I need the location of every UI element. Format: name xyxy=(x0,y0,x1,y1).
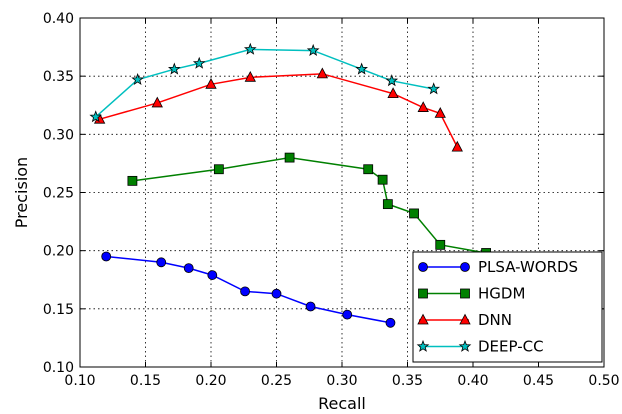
series-layer xyxy=(89,42,492,328)
legend-marker-deep-cc xyxy=(458,339,472,352)
legend: PLSA-WORDS HGDM DNN DEEP-CC xyxy=(412,251,603,363)
data-point-plsa-words xyxy=(183,263,194,274)
y-tick-label: 0.40 xyxy=(43,11,74,27)
y-tick-label: 0.15 xyxy=(43,302,74,318)
series-hgdm xyxy=(127,152,492,258)
legend-marker-plsa-words xyxy=(460,262,470,272)
data-point-dnn xyxy=(387,87,399,99)
legend-marker-dnn xyxy=(417,313,429,325)
data-point-dnn xyxy=(451,140,463,152)
data-point-hgdm xyxy=(377,174,388,185)
data-point-plsa-words xyxy=(101,251,112,262)
x-tick-label: 0.30 xyxy=(326,373,357,389)
data-point-plsa-words xyxy=(240,286,250,297)
legend-marker-hgdm xyxy=(460,288,470,299)
axis-ticks: 0.10 0.15 0.20 0.25 0.30 0.35 0.40 0.45 0.50 0.10… xyxy=(43,11,620,389)
y-tick-label: 0.25 xyxy=(43,186,74,202)
series-deep-cc xyxy=(89,42,441,123)
data-point-dnn xyxy=(417,101,429,112)
data-point-deep-cc xyxy=(427,82,441,95)
data-point-deep-cc xyxy=(243,42,257,55)
data-point-dnn xyxy=(244,70,256,82)
legend-label-plsa-words: PLSA-WORDS xyxy=(478,258,578,276)
legend-marker-deep-cc xyxy=(416,339,430,352)
data-point-hgdm xyxy=(363,164,374,175)
data-point-plsa-words xyxy=(385,317,396,328)
data-point-deep-cc xyxy=(167,62,181,75)
data-point-hgdm xyxy=(435,239,446,250)
legend-marker-dnn xyxy=(459,313,471,325)
x-tick-label: 0.15 xyxy=(130,373,161,389)
y-tick-label: 0.20 xyxy=(43,244,74,260)
data-point-deep-cc xyxy=(131,73,144,86)
data-point-plsa-words xyxy=(342,309,353,320)
x-tick-label: 0.10 xyxy=(64,373,95,389)
x-tick-label: 0.45 xyxy=(523,373,554,389)
data-point-hgdm xyxy=(382,199,393,210)
legend-marker-plsa-words xyxy=(418,262,428,272)
y-tick-label: 0.35 xyxy=(43,69,74,85)
series-plsa-words xyxy=(101,251,396,328)
data-point-plsa-words xyxy=(271,288,282,299)
data-point-dnn xyxy=(205,77,217,89)
data-point-deep-cc xyxy=(306,43,320,56)
x-tick-label: 0.40 xyxy=(457,373,488,389)
x-tick-label: 0.25 xyxy=(261,373,292,389)
legend-marker-hgdm xyxy=(418,288,428,299)
y-tick-label: 0.10 xyxy=(43,360,74,376)
data-point-deep-cc xyxy=(385,74,399,87)
data-point-hgdm xyxy=(213,164,224,175)
data-point-hgdm xyxy=(409,208,419,219)
data-point-plsa-words xyxy=(156,257,167,268)
data-point-deep-cc xyxy=(192,56,206,69)
legend-label-hgdm: HGDM xyxy=(478,285,525,303)
data-point-dnn xyxy=(316,67,329,79)
y-axis-label: Precision xyxy=(12,157,31,228)
legend-box xyxy=(412,251,603,363)
data-point-plsa-words xyxy=(207,270,218,280)
legend-label-deep-cc: DEEP-CC xyxy=(478,338,544,356)
data-point-deep-cc xyxy=(89,110,103,123)
x-tick-label: 0.20 xyxy=(195,373,226,389)
y-tick-label: 0.30 xyxy=(43,127,74,143)
legend-label-dnn: DNN xyxy=(478,311,512,329)
data-point-dnn xyxy=(434,107,446,118)
data-point-dnn xyxy=(151,96,163,108)
x-axis-label: Recall xyxy=(318,394,366,413)
data-point-plsa-words xyxy=(305,301,316,312)
data-point-deep-cc xyxy=(355,62,368,75)
series-dnn xyxy=(93,67,463,152)
data-point-hgdm xyxy=(284,152,295,163)
x-tick-label: 0.35 xyxy=(392,373,423,389)
data-point-hgdm xyxy=(127,175,138,186)
x-tick-label: 0.50 xyxy=(588,373,619,389)
